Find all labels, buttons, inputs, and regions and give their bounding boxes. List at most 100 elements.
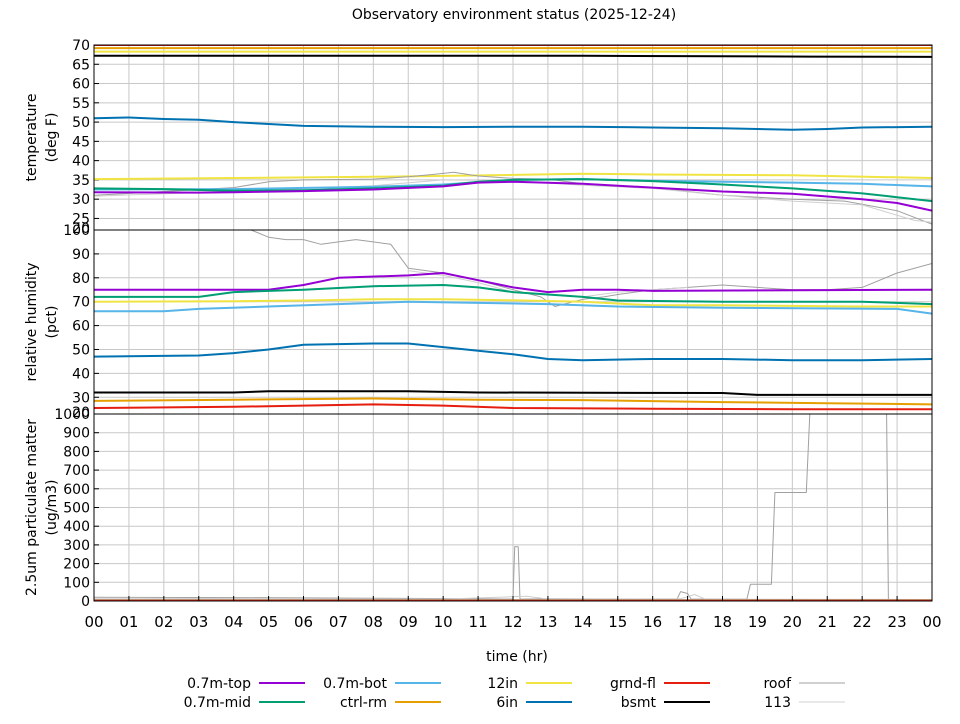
y-tick-label: 80	[72, 271, 90, 287]
x-tick-label: 23	[888, 613, 907, 631]
legend-label: 12in	[487, 676, 518, 692]
chart-title: Observatory environment status (2025-12-…	[352, 7, 676, 23]
series-line-grnd-fl	[94, 403, 932, 411]
y-tick-label: 20	[72, 221, 90, 237]
legend: 0.7m-top 0.7m-bot 12in grnd-fl roof 0.7m-mid c…	[184, 676, 845, 711]
y-axis-unit-label: (deg F)	[44, 113, 60, 163]
y-tick-label: 55	[72, 96, 90, 112]
series-group	[94, 45, 932, 225]
y-axis-label: relative humidity	[24, 262, 40, 381]
y-tick-label: 70	[72, 295, 90, 311]
series-line-6in	[94, 342, 932, 362]
legend-item: 0.7m-top	[187, 676, 305, 692]
y-tick-label: 70	[72, 38, 90, 54]
y-tick-label: 40	[72, 154, 90, 170]
y-axis-unit-label: (pct)	[44, 306, 60, 339]
x-tick-label: 22	[853, 613, 872, 631]
x-tick-label: 13	[538, 613, 557, 631]
series-line-12in	[94, 298, 932, 308]
x-tick-label: 08	[364, 613, 383, 631]
x-tick-label: 00	[922, 613, 941, 631]
x-axis-label: time (hr)	[486, 649, 548, 665]
x-tick-label: 04	[224, 613, 243, 631]
legend-item: bsmt	[621, 695, 710, 711]
y-tick-label: 0	[81, 594, 90, 610]
y-axis-unit-label: (ug/m3)	[44, 480, 60, 536]
y-tick-label: 900	[63, 426, 90, 442]
x-tick-label: 09	[399, 613, 418, 631]
y-tick-label: 200	[63, 557, 90, 573]
y-tick-label: 1000	[54, 407, 90, 423]
series-group	[94, 230, 932, 411]
y-tick-label: 30	[72, 390, 90, 406]
legend-label: 0.7m-mid	[184, 695, 251, 711]
series-line-ctrl-rm	[94, 397, 932, 406]
legend-label: grnd-fl	[610, 676, 656, 692]
y-tick-label: 800	[63, 444, 90, 460]
x-tick-label: 17	[678, 613, 697, 631]
legend-label: bsmt	[621, 695, 657, 711]
legend-item: grnd-fl	[610, 676, 710, 692]
x-tick-label: 00	[84, 613, 103, 631]
y-tick-label: 600	[63, 482, 90, 498]
legend-label: 113	[764, 695, 791, 711]
legend-item: 0.7m-mid	[184, 695, 305, 711]
y-tick-label: 400	[63, 519, 90, 535]
series-line-bsmt	[94, 54, 932, 58]
x-tick-label: 18	[713, 613, 732, 631]
y-tick-label: 500	[63, 501, 90, 517]
series-line-roof	[250, 230, 932, 307]
y-tick-label: 100	[63, 575, 90, 591]
series-line-12in-temp	[94, 172, 932, 181]
x-tick-label: 01	[119, 613, 138, 631]
y-tick-label: 35	[72, 173, 90, 189]
x-tick-label: 19	[748, 613, 767, 631]
x-tick-label: 05	[259, 613, 278, 631]
y-tick-label: 45	[72, 134, 90, 150]
x-tick-label: 07	[329, 613, 348, 631]
y-tick-label: 90	[72, 247, 90, 263]
y-tick-label: 40	[72, 366, 90, 382]
x-tick-label: 11	[469, 613, 488, 631]
legend-item: 12in	[487, 676, 572, 692]
x-tick-label: 20	[783, 613, 802, 631]
y-tick-label: 30	[72, 192, 90, 208]
y-axis-label: temperature	[24, 94, 40, 182]
x-tick-label: 12	[503, 613, 522, 631]
y-tick-label: 100	[63, 223, 90, 239]
x-tick-label: 14	[573, 613, 592, 631]
y-tick-label: 25	[72, 211, 90, 227]
y-tick-label: 300	[63, 538, 90, 554]
x-tick-label: 15	[608, 613, 627, 631]
y-axis-label: 2.5um particulate matter	[24, 419, 40, 596]
legend-item: ctrl-rm	[340, 695, 441, 711]
y-tick-label: 60	[72, 77, 90, 93]
x-tick-label: 10	[434, 613, 453, 631]
legend-label: 0.7m-bot	[323, 676, 387, 692]
x-tick-label: 02	[154, 613, 173, 631]
legend-label: roof	[763, 676, 792, 692]
legend-label: 6in	[496, 695, 518, 711]
x-tick-label: 21	[818, 613, 837, 631]
y-tick-label: 700	[63, 463, 90, 479]
legend-item: roof	[763, 676, 845, 692]
x-tick-label: 06	[294, 613, 313, 631]
series-line-roof	[94, 414, 932, 601]
series-line-6in	[94, 116, 932, 131]
y-tick-label: 50	[72, 115, 90, 131]
legend-label: 0.7m-top	[187, 676, 251, 692]
series-line-bsmt	[94, 390, 932, 396]
y-tick-label: 60	[72, 319, 90, 335]
series-line-0-7m-top-temp	[94, 180, 932, 212]
x-tick-label: 03	[189, 613, 208, 631]
series-line-roof-temp	[94, 171, 932, 225]
y-tick-label: 20	[72, 405, 90, 421]
y-tick-label: 65	[72, 57, 90, 73]
series-line-0-7m-mid	[94, 284, 932, 306]
